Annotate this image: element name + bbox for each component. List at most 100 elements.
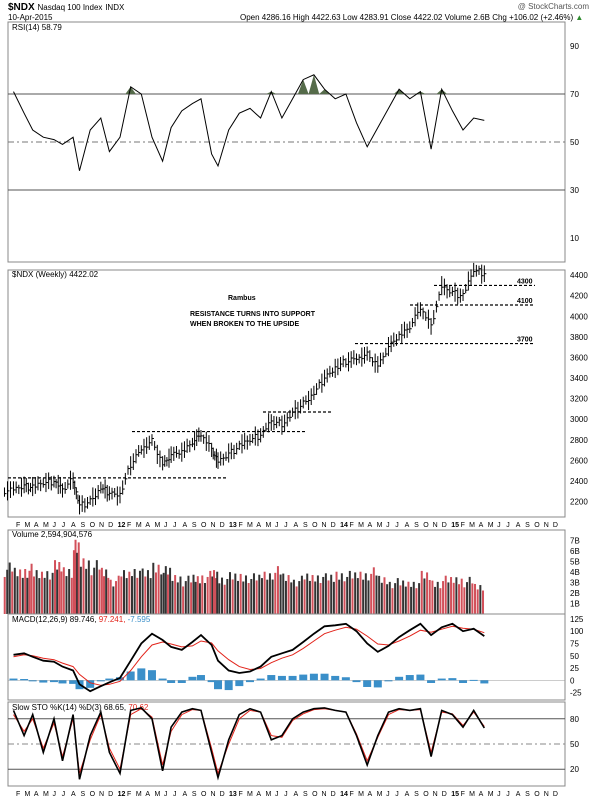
volume-bar bbox=[287, 575, 290, 614]
macd-histogram-bar bbox=[352, 680, 361, 683]
price-bar bbox=[92, 487, 95, 507]
price-bar bbox=[48, 472, 51, 490]
price-bar bbox=[205, 431, 209, 451]
volume-bar bbox=[93, 567, 96, 614]
macd-legend-text: MACD(12,26,9) 89.746, 97.241, -7.595 bbox=[12, 615, 151, 624]
volume-bar bbox=[474, 583, 477, 614]
month-tick-label: N bbox=[433, 522, 438, 529]
price-bar bbox=[225, 451, 229, 461]
volume-bar bbox=[164, 566, 167, 614]
macd-histogram-bar bbox=[147, 670, 156, 681]
price-bar bbox=[111, 487, 115, 500]
volume-bar bbox=[268, 573, 271, 614]
volume-bar bbox=[120, 576, 123, 614]
volume-bar bbox=[364, 573, 367, 614]
price-bar bbox=[411, 317, 415, 328]
month-tick-label: F bbox=[350, 791, 354, 798]
volume-bar bbox=[105, 569, 108, 614]
price-bar bbox=[441, 276, 444, 296]
price-bar bbox=[37, 476, 40, 491]
price-bar bbox=[119, 486, 123, 504]
volume-bar bbox=[423, 578, 426, 614]
macd-histogram-bar bbox=[224, 680, 233, 691]
volume-bar bbox=[250, 579, 253, 614]
price-bar bbox=[449, 285, 452, 298]
stochastic-legend-text: Slow STO %K(14) %D(3) 68.65, 70.62 bbox=[12, 703, 149, 712]
price-bar bbox=[324, 369, 327, 387]
volume-bar bbox=[62, 567, 65, 614]
volume-bar bbox=[348, 570, 351, 614]
price-bar bbox=[146, 437, 149, 454]
price-bar bbox=[81, 495, 85, 512]
price-bar bbox=[233, 444, 236, 460]
price-bar bbox=[45, 472, 48, 493]
volume-bar bbox=[144, 576, 147, 614]
volume-bar bbox=[103, 576, 106, 614]
volume-bar bbox=[13, 567, 16, 614]
price-tick-label: 4400 bbox=[570, 271, 588, 280]
price-tick-label: 3000 bbox=[570, 415, 588, 424]
price-bar bbox=[241, 434, 244, 454]
price-bar bbox=[183, 441, 187, 458]
price-bar bbox=[79, 495, 82, 515]
month-tick-label: M bbox=[136, 522, 142, 529]
price-bar bbox=[454, 282, 458, 302]
macd-histogram-bar bbox=[277, 675, 286, 681]
volume-bar bbox=[125, 578, 128, 614]
macd-legend-hist: -7.595 bbox=[128, 615, 151, 624]
month-tick-label: M bbox=[24, 791, 30, 798]
volume-bar bbox=[65, 576, 68, 614]
month-tick-label: O bbox=[201, 791, 207, 798]
price-bar bbox=[478, 265, 482, 275]
volume-bar bbox=[266, 579, 269, 614]
volume-bar bbox=[308, 580, 311, 614]
price-bar bbox=[175, 445, 179, 458]
month-tick-label: F bbox=[127, 522, 131, 529]
ohlc-summary: Open 4286.16 High 4422.63 Low 4283.91 Cl… bbox=[240, 13, 574, 22]
volume-bar bbox=[16, 576, 19, 614]
price-bar bbox=[377, 356, 380, 373]
price-bar bbox=[148, 435, 152, 450]
month-tick-label: N bbox=[544, 522, 549, 529]
month-tick-label: A bbox=[182, 522, 187, 529]
price-bar bbox=[75, 487, 79, 500]
month-tick-label: F bbox=[461, 791, 465, 798]
month-tick-label: O bbox=[312, 791, 318, 798]
month-tick-label: O bbox=[534, 522, 540, 529]
exchange: INDX bbox=[105, 3, 125, 12]
month-tick-label: F bbox=[461, 522, 465, 529]
month-tick-label: N bbox=[433, 791, 438, 798]
volume-bar bbox=[196, 576, 199, 614]
volume-bar bbox=[244, 575, 247, 614]
volume-bar bbox=[367, 580, 370, 614]
macd-histogram-bar bbox=[188, 676, 197, 681]
macd-histogram-bar bbox=[105, 678, 114, 681]
month-tick-label: S bbox=[192, 791, 197, 798]
volume-legend-text: Volume 2,594,904,576 bbox=[12, 530, 93, 539]
volume-bar bbox=[128, 571, 131, 614]
month-tick-label: S bbox=[303, 791, 308, 798]
price-bar bbox=[363, 346, 367, 364]
macd-histogram-bar bbox=[167, 680, 176, 683]
volume-bar bbox=[221, 577, 224, 614]
price-tick-label: 3400 bbox=[570, 374, 588, 383]
macd-histogram-bar bbox=[480, 680, 489, 684]
month-tick-label: M bbox=[377, 522, 383, 529]
rsi-legend: RSI(14) 58.79 bbox=[12, 23, 62, 32]
volume-bar bbox=[130, 576, 133, 614]
volume-bar bbox=[263, 571, 266, 614]
month-tick-label: A bbox=[516, 791, 521, 798]
volume-bar bbox=[203, 583, 206, 614]
macd-tick-label: 100 bbox=[570, 627, 584, 636]
price-bar bbox=[64, 482, 68, 494]
price-tick-label: 3800 bbox=[570, 333, 588, 342]
month-tick-label: A bbox=[294, 522, 299, 529]
stochastic-tick-label: 50 bbox=[570, 740, 579, 749]
month-tick-label: F bbox=[350, 522, 354, 529]
month-tick-label: A bbox=[145, 522, 150, 529]
month-tick-label: J bbox=[164, 522, 168, 529]
price-bar bbox=[89, 495, 93, 505]
month-tick-label: J bbox=[395, 522, 399, 529]
price-bar bbox=[200, 430, 203, 442]
rsi-overbought-fill bbox=[393, 89, 405, 94]
